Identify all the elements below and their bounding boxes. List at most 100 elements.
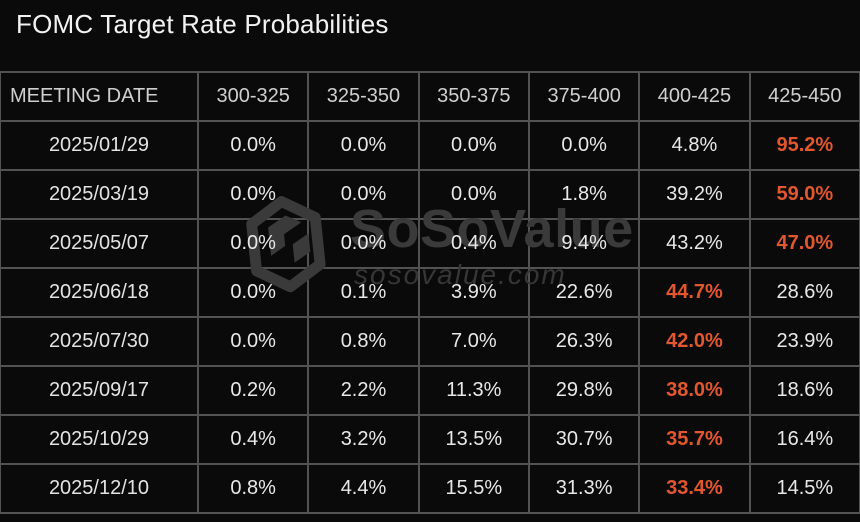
probability-value: 0.0% — [230, 281, 276, 303]
table-row: 2025/01/29 0.0% 0.0% 0.0% 0.0% 4.8% 95.2% — [0, 120, 860, 171]
probability-cell: 33.4% — [638, 463, 751, 514]
probability-cell: 4.8% — [638, 120, 751, 171]
column-header-label: 425-450 — [768, 85, 842, 107]
probability-value: 3.2% — [340, 428, 387, 450]
meeting-date-cell: 2025/07/30 — [0, 316, 199, 367]
probability-value: 9.4% — [561, 232, 607, 254]
probability-cell: 0.2% — [196, 365, 310, 416]
probability-value: 33.4% — [666, 477, 723, 499]
header-row: MEETING DATE 300-325 325-350 350-375 375-400… — [0, 71, 860, 122]
probability-cell: 0.4% — [417, 218, 530, 269]
probability-value: 14.5% — [776, 477, 834, 499]
probability-cell: 16.4% — [748, 414, 860, 465]
probability-cell: 3.2% — [307, 414, 420, 465]
probability-cell: 1.8% — [527, 169, 641, 220]
probability-cell: 0.8% — [307, 316, 420, 367]
column-header-400-425: 400-425 — [638, 71, 751, 122]
probability-cell: 28.6% — [748, 267, 860, 318]
column-header-375-400: 375-400 — [527, 71, 641, 122]
table-row: 2025/12/10 0.8% 4.4% 15.5% 31.3% 33.4% 14.5% — [0, 463, 860, 514]
probability-value: 0.0% — [230, 330, 276, 352]
probability-cell: 7.0% — [417, 316, 530, 367]
probability-cell: 95.2% — [748, 120, 860, 171]
table-row: 2025/05/07 0.0% 0.0% 0.4% 9.4% 43.2% 47.0% — [0, 218, 860, 269]
probability-cell: 15.5% — [417, 463, 530, 514]
probability-cell: 0.0% — [307, 120, 420, 171]
probability-value: 1.8% — [561, 183, 607, 205]
meeting-date-value: 2025/01/29 — [48, 134, 150, 156]
table-row: 2025/07/30 0.0% 0.8% 7.0% 26.3% 42.0% 23.9% — [0, 316, 860, 367]
probability-value: 0.1% — [340, 281, 387, 303]
column-header-meeting-date: MEETING DATE — [0, 71, 199, 122]
probability-cell: 39.2% — [638, 169, 751, 220]
probability-cell: 3.9% — [417, 267, 530, 318]
probability-cell: 29.8% — [527, 365, 641, 416]
meeting-date-value: 2025/10/29 — [48, 428, 150, 450]
meeting-date-cell: 2025/12/10 — [0, 463, 199, 514]
probability-value: 0.0% — [340, 183, 387, 205]
table-row: 2025/03/19 0.0% 0.0% 0.0% 1.8% 39.2% 59.0% — [0, 169, 860, 220]
probability-cell: 4.4% — [307, 463, 420, 514]
probability-value: 42.0% — [666, 330, 723, 352]
table-header: MEETING DATE 300-325 325-350 350-375 375-400… — [0, 71, 860, 122]
column-header-425-450: 425-450 — [748, 71, 860, 122]
probability-cell: 35.7% — [638, 414, 751, 465]
meeting-date-value: 2025/09/17 — [48, 379, 150, 401]
meeting-date-value: 2025/03/19 — [48, 183, 150, 205]
column-header-300-325: 300-325 — [196, 71, 310, 122]
probability-value: 0.8% — [230, 477, 276, 499]
probability-cell: 0.8% — [196, 463, 310, 514]
probability-value: 11.3% — [446, 379, 502, 401]
probability-value: 0.8% — [340, 330, 387, 352]
probability-value: 7.0% — [451, 330, 497, 352]
probability-value: 44.7% — [666, 281, 723, 303]
probability-cell: 2.2% — [307, 365, 420, 416]
probability-cell: 9.4% — [527, 218, 641, 269]
probability-value: 23.9% — [776, 330, 834, 352]
probability-value: 0.0% — [451, 134, 497, 156]
meeting-date-value: 2025/05/07 — [48, 232, 150, 254]
probability-cell: 44.7% — [638, 267, 751, 318]
fomc-probabilities-table: MEETING DATE 300-325 325-350 350-375 375-400… — [0, 71, 860, 514]
probability-value: 0.4% — [451, 232, 497, 254]
probability-cell: 0.0% — [307, 218, 420, 269]
probability-value: 0.0% — [230, 232, 276, 254]
column-header-label: 350-375 — [437, 85, 511, 107]
probability-value: 0.4% — [230, 428, 276, 450]
probability-value: 38.0% — [666, 379, 723, 401]
probability-value: 13.5% — [445, 428, 503, 450]
meeting-date-cell: 2025/06/18 — [0, 267, 199, 318]
probability-cell: 30.7% — [527, 414, 641, 465]
probability-value: 35.7% — [666, 428, 723, 450]
probability-value: 26.3% — [555, 330, 613, 352]
probability-cell: 0.0% — [196, 267, 310, 318]
probability-value: 18.6% — [776, 379, 834, 401]
probability-value: 15.5% — [445, 477, 503, 499]
page-title: FOMC Target Rate Probabilities — [16, 9, 389, 39]
probability-value: 0.0% — [561, 134, 607, 156]
column-header-label: 300-325 — [216, 85, 290, 107]
probability-cell: 47.0% — [748, 218, 860, 269]
probability-cell: 42.0% — [638, 316, 751, 367]
column-header-label: 375-400 — [547, 85, 621, 107]
probability-cell: 0.0% — [417, 120, 530, 171]
probability-cell: 0.0% — [196, 316, 310, 367]
probability-value: 43.2% — [666, 232, 723, 254]
probability-value: 28.6% — [776, 281, 834, 303]
probability-value: 0.0% — [340, 134, 387, 156]
table-row: 2025/09/17 0.2% 2.2% 11.3% 29.8% 38.0% 18.6% — [0, 365, 860, 416]
table-row: 2025/10/29 0.4% 3.2% 13.5% 30.7% 35.7% 16.4% — [0, 414, 860, 465]
table-body: 2025/01/29 0.0% 0.0% 0.0% 0.0% 4.8% 95.2% 2025/… — [0, 120, 860, 514]
probability-value: 4.4% — [340, 477, 387, 499]
probability-value: 0.0% — [230, 183, 276, 205]
probability-cell: 22.6% — [527, 267, 641, 318]
probability-value: 16.4% — [776, 428, 834, 450]
column-header-350-375: 350-375 — [417, 71, 530, 122]
probability-value: 29.8% — [555, 379, 613, 401]
meeting-date-value: 2025/12/10 — [48, 477, 150, 499]
table-row: 2025/06/18 0.0% 0.1% 3.9% 22.6% 44.7% 28.6% — [0, 267, 860, 318]
probability-cell: 11.3% — [417, 365, 530, 416]
probability-cell: 43.2% — [638, 218, 751, 269]
probability-value: 3.9% — [451, 281, 497, 303]
